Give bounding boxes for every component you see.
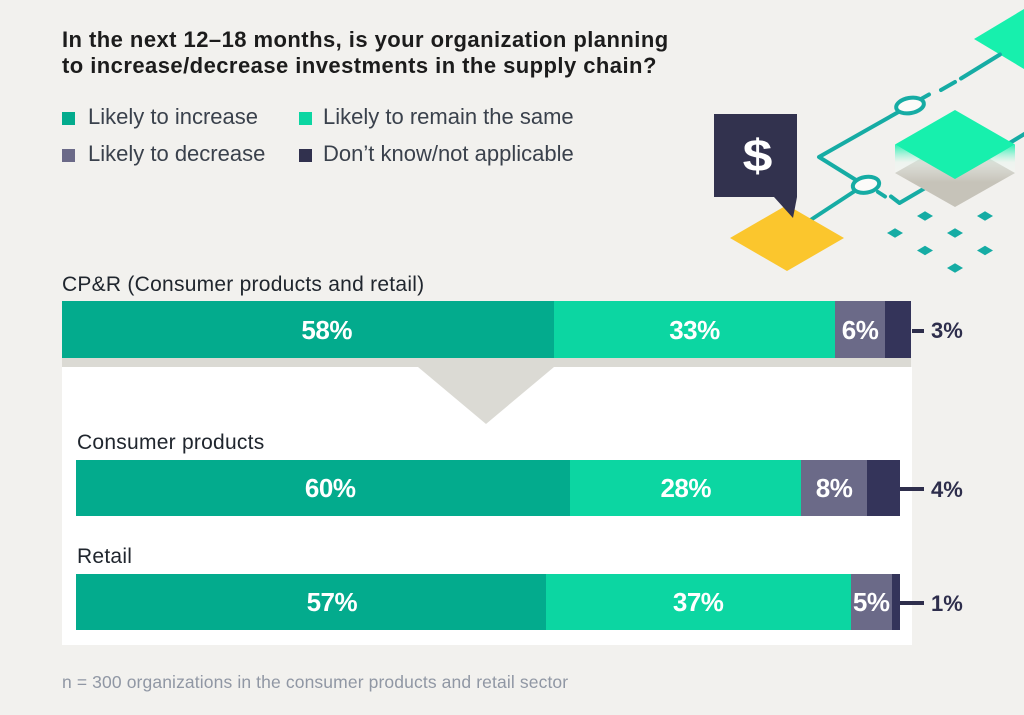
svg-text:$: $ xyxy=(743,131,773,181)
